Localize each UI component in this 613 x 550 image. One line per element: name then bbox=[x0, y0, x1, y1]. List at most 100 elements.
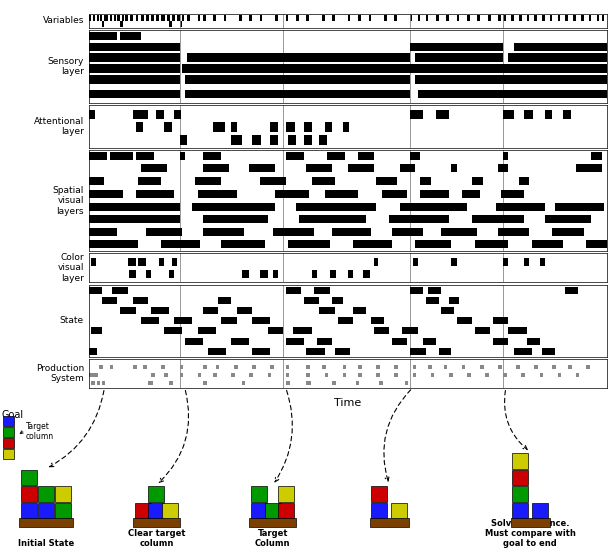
Bar bbox=[462, 190, 480, 197]
Bar bbox=[306, 348, 324, 355]
Bar bbox=[545, 215, 592, 223]
Bar bbox=[527, 338, 539, 345]
Bar bbox=[415, 53, 503, 62]
Bar bbox=[286, 373, 289, 377]
Bar bbox=[317, 338, 332, 345]
Bar bbox=[358, 365, 362, 369]
Text: State: State bbox=[60, 316, 84, 325]
Bar bbox=[527, 14, 529, 21]
Bar bbox=[252, 135, 261, 145]
Bar bbox=[117, 14, 120, 21]
Bar bbox=[169, 21, 172, 28]
Bar bbox=[260, 270, 268, 278]
Bar bbox=[224, 14, 226, 21]
Bar bbox=[311, 270, 317, 278]
Text: Attentional
layer: Attentional layer bbox=[34, 117, 84, 136]
Bar bbox=[335, 348, 351, 355]
Bar bbox=[410, 109, 423, 119]
Bar bbox=[531, 240, 563, 248]
Bar bbox=[203, 14, 206, 21]
Bar bbox=[135, 123, 143, 132]
Bar bbox=[151, 14, 154, 21]
Bar bbox=[89, 287, 102, 294]
Bar bbox=[498, 14, 501, 21]
Bar bbox=[542, 14, 545, 21]
Bar bbox=[180, 135, 188, 145]
Bar bbox=[565, 287, 579, 294]
Bar bbox=[146, 228, 182, 236]
Bar bbox=[203, 152, 221, 161]
Bar bbox=[237, 307, 252, 314]
Bar bbox=[296, 203, 376, 211]
Bar bbox=[576, 373, 579, 377]
Bar bbox=[167, 14, 170, 21]
Bar bbox=[99, 365, 103, 369]
Bar bbox=[392, 228, 423, 236]
Bar bbox=[374, 258, 378, 266]
Bar bbox=[288, 135, 296, 145]
Text: Time: Time bbox=[334, 398, 362, 408]
Bar bbox=[273, 228, 314, 236]
Text: Target
column: Target column bbox=[26, 422, 54, 442]
Bar bbox=[451, 258, 457, 266]
Bar bbox=[89, 64, 180, 73]
Bar bbox=[197, 14, 200, 21]
Bar bbox=[164, 327, 182, 334]
Text: Spatial
visual
layers: Spatial visual layers bbox=[53, 186, 84, 216]
Bar bbox=[151, 373, 154, 377]
Bar bbox=[138, 258, 146, 266]
Bar bbox=[343, 373, 346, 377]
Bar bbox=[376, 177, 397, 185]
Bar bbox=[270, 123, 278, 132]
Bar bbox=[89, 228, 117, 236]
Bar bbox=[97, 381, 101, 384]
Bar bbox=[550, 14, 552, 21]
Bar bbox=[514, 43, 607, 51]
Bar bbox=[472, 177, 482, 185]
Bar bbox=[185, 75, 410, 84]
Bar bbox=[319, 307, 335, 314]
Bar bbox=[421, 177, 431, 185]
Bar bbox=[304, 135, 311, 145]
Bar bbox=[322, 365, 326, 369]
Bar bbox=[573, 14, 576, 21]
Bar bbox=[234, 365, 238, 369]
Bar bbox=[581, 14, 584, 21]
Bar bbox=[195, 177, 221, 185]
Bar bbox=[213, 123, 224, 132]
Bar bbox=[503, 373, 507, 377]
Bar bbox=[221, 240, 265, 248]
Bar bbox=[252, 365, 256, 369]
Bar bbox=[535, 14, 538, 21]
Bar bbox=[319, 135, 327, 145]
Bar bbox=[89, 75, 180, 84]
Bar bbox=[249, 164, 275, 173]
Bar bbox=[270, 135, 278, 145]
Bar bbox=[558, 373, 562, 377]
Bar bbox=[102, 21, 104, 28]
Bar bbox=[495, 203, 545, 211]
Text: Clear target
column: Clear target column bbox=[128, 529, 185, 548]
Bar bbox=[174, 109, 181, 119]
Bar bbox=[576, 164, 602, 173]
Bar bbox=[286, 287, 301, 294]
Bar bbox=[131, 14, 133, 21]
Bar bbox=[524, 109, 533, 119]
Bar bbox=[133, 297, 148, 304]
Bar bbox=[169, 381, 173, 384]
Bar bbox=[101, 14, 102, 21]
Bar bbox=[480, 365, 484, 369]
Bar bbox=[353, 307, 366, 314]
Bar bbox=[89, 373, 92, 377]
Bar bbox=[410, 43, 503, 51]
Bar bbox=[129, 270, 135, 278]
Bar bbox=[423, 338, 436, 345]
Bar bbox=[120, 21, 123, 28]
Bar bbox=[239, 14, 242, 21]
Bar bbox=[146, 270, 151, 278]
Bar bbox=[203, 307, 218, 314]
Bar bbox=[213, 14, 216, 21]
Bar bbox=[596, 14, 599, 21]
Bar bbox=[475, 327, 490, 334]
Bar bbox=[395, 14, 397, 21]
